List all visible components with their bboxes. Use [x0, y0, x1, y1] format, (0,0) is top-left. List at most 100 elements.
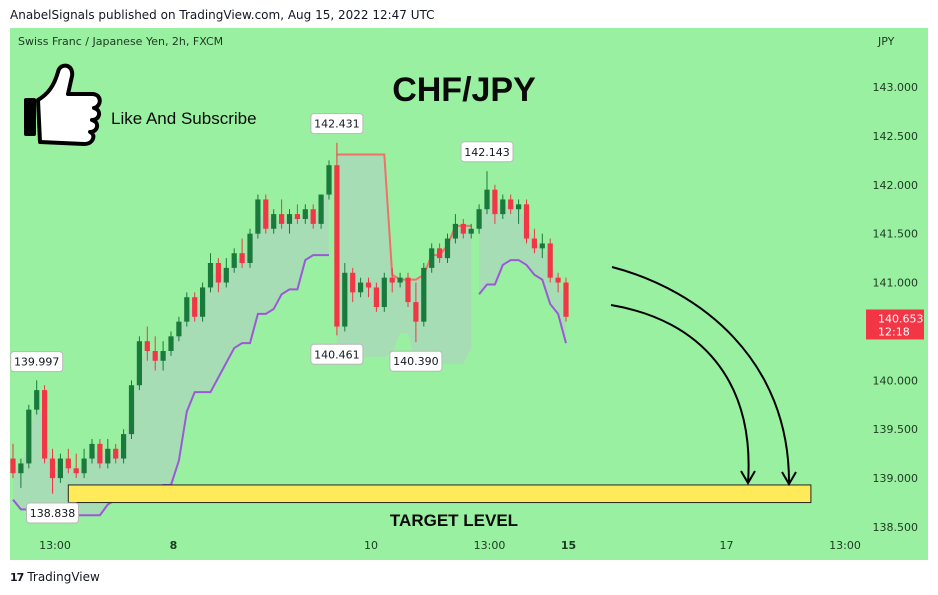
candle-body	[121, 434, 127, 459]
callout-text: 140.461	[314, 348, 360, 361]
candle-body	[444, 238, 451, 259]
candle-body	[563, 282, 569, 317]
y-tick-label: 142.500	[873, 130, 919, 143]
candle-body	[73, 468, 79, 474]
callout-text: 138.838	[30, 507, 76, 520]
x-tick-label: 13:00	[829, 539, 861, 552]
price-label-layer: 139.997 138.838 142.431 140.461 140.390 142.1…	[10, 113, 514, 524]
x-tick-label: 8	[170, 539, 178, 552]
projection-arrow	[610, 304, 750, 484]
candle-body	[492, 189, 498, 215]
candle-body	[207, 263, 214, 288]
callout-box	[10, 351, 64, 373]
y-tick-label: 139.500	[873, 423, 919, 436]
y-tick-label: 143.000	[873, 81, 919, 94]
candle-body	[200, 287, 206, 317]
callout-text: 140.390	[393, 355, 439, 368]
candle-body	[26, 409, 32, 464]
target-level-label: TARGET LEVEL	[390, 511, 518, 530]
candle-body	[531, 238, 537, 249]
candle-body	[89, 443, 95, 459]
candle-body	[81, 458, 87, 474]
thumbs-up-icon	[24, 63, 102, 146]
candle-body	[500, 199, 506, 215]
callout-box	[389, 350, 443, 372]
candle-body	[152, 351, 158, 361]
candle-body	[429, 248, 435, 268]
axis-layer: 143.000142.500142.000141.500141.000140.5…	[39, 81, 924, 552]
candle-body	[405, 277, 411, 303]
price-callout: 140.390	[389, 350, 443, 372]
currency-label: JPY	[878, 35, 895, 48]
overlay-layer: CHF/JPY Like And Subscribe TARGET LEVEL	[24, 63, 797, 530]
candle-body	[279, 214, 285, 224]
candle-body	[271, 214, 277, 229]
candle-body	[57, 458, 63, 479]
candle-body	[523, 204, 530, 239]
candle-body	[223, 267, 229, 283]
y-tick-label: 139.000	[873, 472, 919, 485]
candle-body	[326, 165, 332, 195]
band-fill-segment	[479, 199, 566, 344]
price-callout: 138.838	[26, 502, 79, 524]
candle-body	[128, 385, 135, 435]
like-subscribe-text: Like And Subscribe	[111, 109, 257, 128]
x-tick-label: 10	[364, 539, 378, 552]
candle-body	[310, 209, 316, 224]
candle-body	[350, 272, 356, 293]
target-layer	[67, 484, 812, 504]
candle-body	[263, 199, 269, 229]
candle-body	[176, 321, 182, 337]
candle-body	[437, 248, 443, 259]
callout-box	[310, 343, 364, 365]
candle-body	[247, 233, 253, 263]
callout-box	[460, 141, 514, 163]
current-price-value: 140.653	[878, 312, 924, 325]
candle-body	[113, 448, 119, 459]
x-tick-label: 13:00	[39, 539, 71, 552]
callout-box	[26, 502, 79, 524]
arrow-head	[740, 470, 756, 485]
y-tick-label: 138.500	[873, 521, 919, 534]
price-callout: 139.997	[10, 351, 64, 373]
y-tick-label: 141.000	[873, 277, 919, 290]
candle-body	[373, 287, 379, 307]
candle-body	[381, 277, 387, 307]
band-fill-segment	[336, 154, 472, 364]
projection-arrow	[611, 266, 791, 485]
thumb-cuff	[24, 98, 36, 136]
symbol-description: Swiss Franc / Japanese Yen, 2h, FXCM	[18, 35, 224, 48]
candle-body	[516, 204, 522, 210]
x-tick-label: 15	[561, 539, 576, 552]
candle-body	[476, 209, 482, 229]
candle-body	[397, 277, 403, 283]
callout-text: 142.431	[314, 118, 360, 131]
candle-body	[49, 458, 56, 479]
candle-body	[255, 199, 261, 234]
candle-body	[65, 458, 71, 469]
candle-body	[215, 263, 221, 283]
y-tick-label: 142.000	[873, 179, 919, 192]
candle-body	[34, 390, 40, 410]
candle-body	[358, 282, 364, 293]
candle-body	[286, 214, 293, 224]
candle-body	[144, 341, 150, 351]
target-zone	[67, 484, 812, 504]
candle-body	[184, 297, 190, 322]
footer[interactable]: 17 TradingView	[10, 570, 100, 584]
candle-body	[555, 277, 561, 283]
candle-body	[342, 272, 348, 327]
candle-body	[421, 267, 427, 322]
price-callout: 142.431	[310, 113, 364, 135]
candle-body	[413, 302, 419, 322]
y-tick-label: 141.500	[873, 228, 919, 241]
publish-header: AnabelSignals published on TradingView.c…	[10, 8, 435, 22]
candle-body	[18, 463, 24, 474]
candle-body	[547, 243, 553, 278]
y-tick-label: 140.000	[873, 374, 919, 387]
candle-body	[389, 277, 395, 283]
candle-body	[239, 253, 245, 263]
candle-layer	[10, 142, 569, 494]
candle-body	[452, 223, 458, 239]
